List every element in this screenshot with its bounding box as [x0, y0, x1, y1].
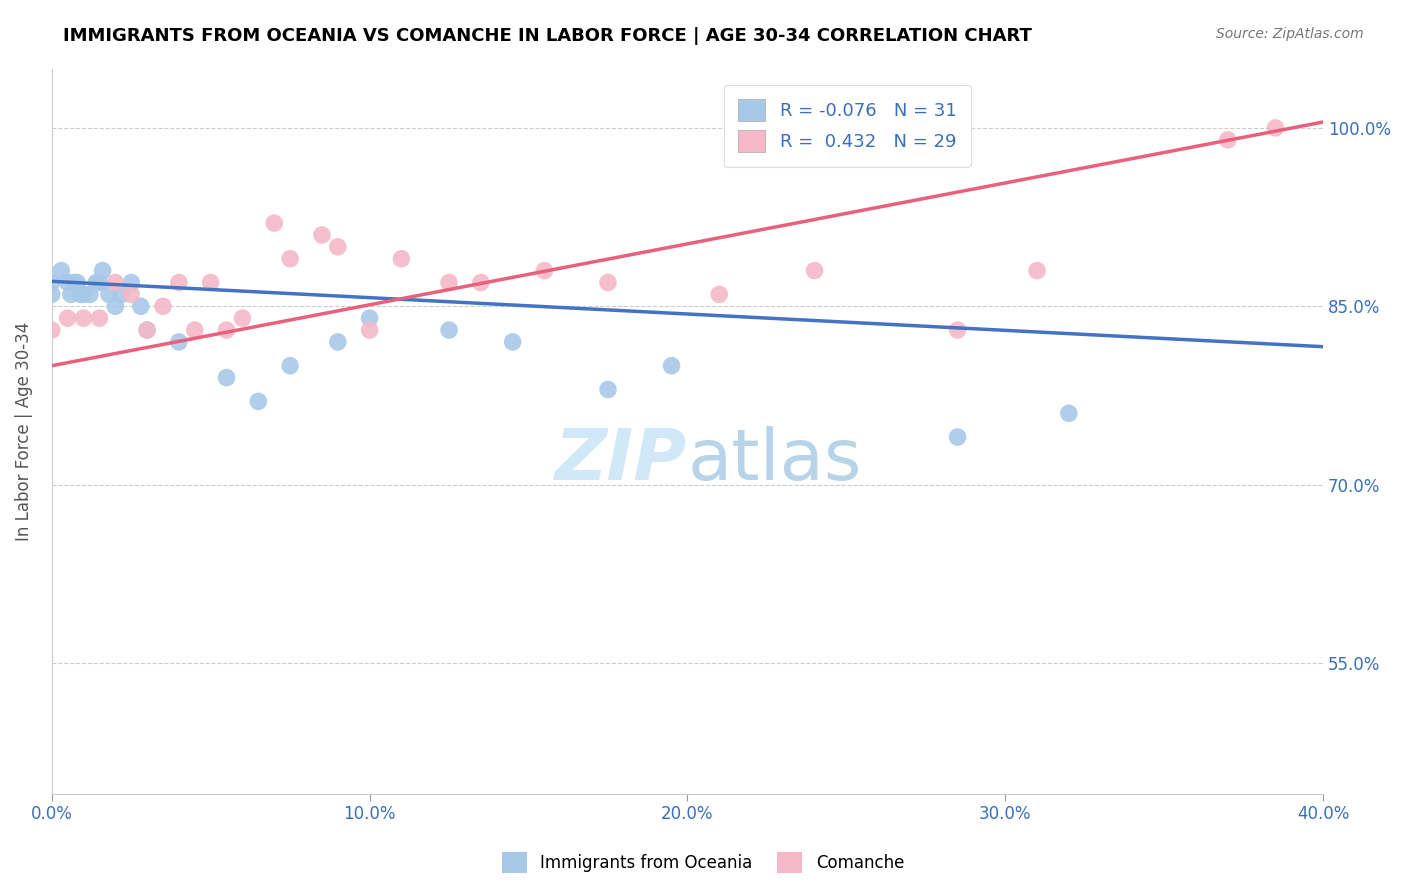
Point — [1057, 406, 1080, 420]
Point — [278, 252, 301, 266]
Legend: Immigrants from Oceania, Comanche: Immigrants from Oceania, Comanche — [495, 846, 911, 880]
Point — [79, 287, 101, 301]
Text: atlas: atlas — [688, 425, 862, 494]
Point — [167, 276, 190, 290]
Point — [89, 276, 111, 290]
Point — [533, 263, 555, 277]
Point — [709, 287, 731, 301]
Legend: R = -0.076   N = 31, R =  0.432   N = 29: R = -0.076 N = 31, R = 0.432 N = 29 — [724, 85, 970, 167]
Point — [167, 334, 190, 349]
Point — [278, 359, 301, 373]
Point — [120, 276, 142, 290]
Point — [502, 334, 524, 349]
Point — [136, 323, 159, 337]
Point — [437, 276, 460, 290]
Point — [231, 311, 253, 326]
Point — [596, 383, 619, 397]
Point — [247, 394, 270, 409]
Point — [56, 276, 79, 290]
Point — [263, 216, 285, 230]
Point — [59, 287, 82, 301]
Point — [41, 323, 63, 337]
Point — [89, 311, 111, 326]
Point — [359, 311, 381, 326]
Point — [41, 276, 63, 290]
Point — [84, 276, 107, 290]
Point — [72, 287, 94, 301]
Point — [1026, 263, 1049, 277]
Point — [104, 276, 127, 290]
Point — [152, 299, 174, 313]
Point — [72, 311, 94, 326]
Point — [803, 263, 825, 277]
Point — [437, 323, 460, 337]
Point — [326, 240, 349, 254]
Point — [359, 323, 381, 337]
Point — [389, 252, 412, 266]
Point — [470, 276, 492, 290]
Point — [184, 323, 207, 337]
Point — [215, 323, 238, 337]
Point — [104, 299, 127, 313]
Point — [56, 311, 79, 326]
Point — [215, 370, 238, 384]
Text: IMMIGRANTS FROM OCEANIA VS COMANCHE IN LABOR FORCE | AGE 30-34 CORRELATION CHART: IMMIGRANTS FROM OCEANIA VS COMANCHE IN L… — [63, 27, 1032, 45]
Point — [111, 287, 134, 301]
Point — [326, 334, 349, 349]
Point — [946, 430, 969, 444]
Point — [129, 299, 152, 313]
Point — [136, 323, 159, 337]
Point — [120, 287, 142, 301]
Point — [69, 287, 91, 301]
Point — [41, 287, 63, 301]
Point — [66, 276, 89, 290]
Point — [51, 263, 73, 277]
Text: ZIP: ZIP — [555, 425, 688, 494]
Point — [311, 227, 333, 242]
Point — [63, 276, 86, 290]
Y-axis label: In Labor Force | Age 30-34: In Labor Force | Age 30-34 — [15, 321, 32, 541]
Point — [200, 276, 222, 290]
Point — [91, 263, 114, 277]
Point — [596, 276, 619, 290]
Text: Source: ZipAtlas.com: Source: ZipAtlas.com — [1216, 27, 1364, 41]
Point — [97, 287, 120, 301]
Point — [1216, 133, 1239, 147]
Point — [1264, 120, 1286, 135]
Point — [661, 359, 683, 373]
Point — [946, 323, 969, 337]
